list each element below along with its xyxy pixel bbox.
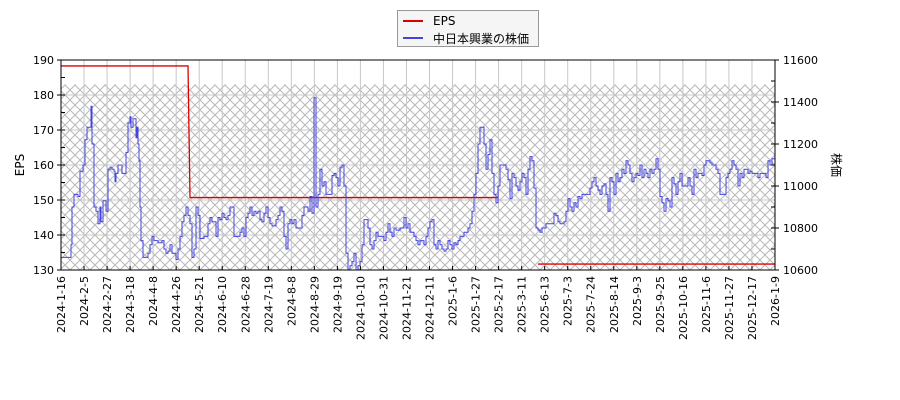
x-tick-label: 2026-1-9 <box>769 276 782 326</box>
x-tick-label: 2025-12-17 <box>746 276 759 340</box>
right-tick-label: 11400 <box>783 96 818 109</box>
left-y-axis: 130 140 150 160 170 180 190 <box>33 54 65 277</box>
x-tick-label: 2024-10-10 <box>354 276 367 340</box>
legend-label-price: 中日本興業の株価 <box>433 31 530 46</box>
x-tick-label: 2025-1-6 <box>447 276 460 326</box>
legend: EPS 中日本興業の株価 <box>397 10 539 47</box>
price-swatch-icon <box>403 37 423 39</box>
x-tick-label: 2024-8-29 <box>308 276 321 333</box>
right-tick-label: 10800 <box>783 222 818 235</box>
x-tick-label: 2024-8-8 <box>285 276 298 326</box>
right-y-axis: 10600 10800 11000 11200 11400 11600 <box>771 54 818 277</box>
right-axis-title: 株価 <box>829 153 844 177</box>
x-tick-label: 2025-11-27 <box>723 276 736 340</box>
x-tick-label: 2025-8-14 <box>608 276 621 333</box>
x-tick-label: 2025-3-11 <box>516 276 529 333</box>
legend-label-eps: EPS <box>433 14 456 28</box>
left-tick-label: 180 <box>33 89 54 102</box>
x-tick-label: 2024-7-19 <box>262 276 275 333</box>
legend-item-eps: EPS <box>403 13 455 29</box>
left-tick-label: 140 <box>33 229 54 242</box>
eps-swatch-icon <box>403 20 423 22</box>
x-tick-label: 2025-6-13 <box>539 276 552 333</box>
left-tick-label: 150 <box>33 194 54 207</box>
x-axis: 2024-1-16 2024-2-5 2024-2-27 2024-3-18 2024-… <box>55 266 782 340</box>
left-tick-label: 190 <box>33 54 54 67</box>
x-tick-label: 2025-2-17 <box>493 276 506 333</box>
left-tick-label: 170 <box>33 124 54 137</box>
x-tick-label: 2025-10-16 <box>677 276 690 340</box>
x-tick-label: 2024-4-8 <box>147 276 160 326</box>
left-axis-title: EPS <box>13 154 27 176</box>
x-tick-label: 2024-9-19 <box>331 276 344 333</box>
x-tick-label: 2024-2-27 <box>101 276 114 333</box>
x-tick-label: 2024-6-10 <box>216 276 229 333</box>
legend-item-price: 中日本興業の株価 <box>403 30 529 46</box>
price-line <box>61 97 775 270</box>
x-tick-label: 2025-7-3 <box>562 276 575 326</box>
x-tick-label: 2024-3-18 <box>124 276 137 333</box>
x-tick-label: 2024-10-31 <box>377 276 390 340</box>
x-tick-label: 2024-11-21 <box>400 276 413 340</box>
x-tick-label: 2024-4-26 <box>170 276 183 333</box>
right-tick-label: 11000 <box>783 180 818 193</box>
x-tick-label: 2024-2-5 <box>78 276 91 326</box>
x-tick-label: 2024-1-16 <box>55 276 68 333</box>
eps-line <box>61 65 499 199</box>
x-tick-label: 2025-11-6 <box>700 276 713 333</box>
x-tick-label: 2025-7-24 <box>585 276 598 333</box>
x-tick-label: 2024-12-11 <box>424 276 437 340</box>
left-tick-label: 160 <box>33 159 54 172</box>
right-tick-label: 11200 <box>783 138 818 151</box>
left-tick-label: 130 <box>33 264 54 277</box>
right-tick-label: 10600 <box>783 264 818 277</box>
x-tick-label: 2024-6-28 <box>239 276 252 333</box>
right-tick-label: 11600 <box>783 54 818 67</box>
series-layer <box>61 65 775 270</box>
x-tick-label: 2024-5-21 <box>193 276 206 333</box>
x-tick-label: 2025-1-27 <box>470 276 483 333</box>
x-tick-label: 2025-9-3 <box>631 276 644 326</box>
x-tick-label: 2025-9-25 <box>654 276 667 333</box>
